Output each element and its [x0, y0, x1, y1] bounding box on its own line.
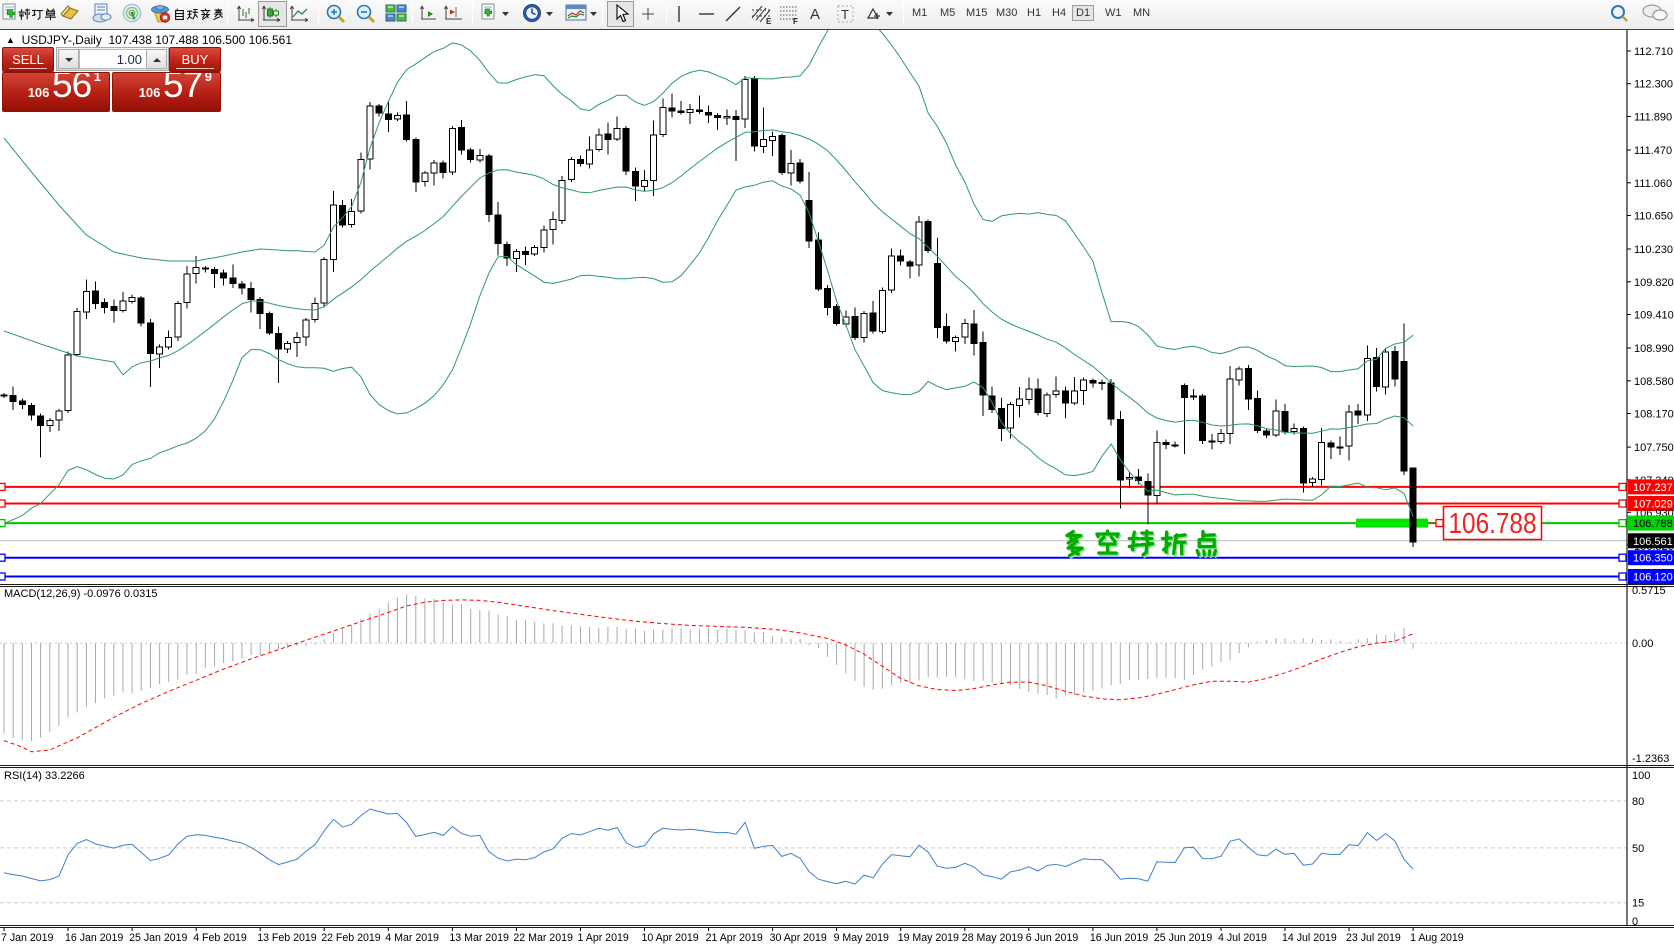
svg-text:106.120: 106.120 [1633, 572, 1673, 584]
svg-text:21 Apr 2019: 21 Apr 2019 [706, 932, 763, 944]
svg-text:13 Feb 2019: 13 Feb 2019 [257, 932, 317, 944]
svg-text:15: 15 [1632, 898, 1644, 910]
svg-text:23 Jul 2019: 23 Jul 2019 [1346, 932, 1401, 944]
svg-text:0.5715: 0.5715 [1632, 585, 1666, 597]
svg-text:109.820: 109.820 [1634, 277, 1674, 289]
svg-text:A: A [810, 6, 820, 23]
svg-text:F: F [793, 17, 798, 26]
svg-text:80: 80 [1632, 796, 1644, 808]
svg-text:111.890: 111.890 [1634, 112, 1672, 124]
svg-text:16 Jan 2019: 16 Jan 2019 [65, 932, 123, 944]
svg-text:1 Apr 2019: 1 Apr 2019 [578, 932, 629, 944]
svg-text:RSI(14) 33.2266: RSI(14) 33.2266 [4, 770, 85, 782]
svg-text:28 May 2019: 28 May 2019 [962, 932, 1023, 944]
svg-text:25 Jan 2019: 25 Jan 2019 [129, 932, 187, 944]
svg-text:100: 100 [1632, 770, 1650, 782]
svg-text:110.230: 110.230 [1634, 244, 1673, 256]
svg-text:0.00: 0.00 [1632, 638, 1653, 650]
svg-text:112.710: 112.710 [1634, 46, 1673, 58]
svg-text:13 Mar 2019: 13 Mar 2019 [449, 932, 509, 944]
svg-text:108.170: 108.170 [1634, 409, 1674, 421]
svg-text:22 Feb 2019: 22 Feb 2019 [321, 932, 381, 944]
svg-text:106.561: 106.561 [1633, 536, 1673, 548]
svg-text:T: T [841, 7, 849, 22]
svg-text:4 Mar 2019: 4 Mar 2019 [385, 932, 439, 944]
svg-text:106.788: 106.788 [1633, 518, 1673, 530]
svg-text:10 Apr 2019: 10 Apr 2019 [642, 932, 699, 944]
svg-text:109.410: 109.410 [1634, 310, 1674, 322]
svg-text:19 May 2019: 19 May 2019 [898, 932, 959, 944]
svg-text:30 Apr 2019: 30 Apr 2019 [770, 932, 827, 944]
svg-text:MACD(12,26,9) -0.0976 0.0315: MACD(12,26,9) -0.0976 0.0315 [4, 588, 157, 600]
svg-text:6 Jun 2019: 6 Jun 2019 [1026, 932, 1079, 944]
svg-text:1 Aug 2019: 1 Aug 2019 [1410, 932, 1464, 944]
svg-text:4 Jul 2019: 4 Jul 2019 [1218, 932, 1267, 944]
svg-text:14 Jul 2019: 14 Jul 2019 [1282, 932, 1337, 944]
svg-text:-1.2363: -1.2363 [1632, 753, 1669, 765]
svg-text:9 May 2019: 9 May 2019 [834, 932, 889, 944]
svg-text:110.650: 110.650 [1634, 211, 1673, 223]
svg-text:111.060: 111.060 [1634, 178, 1672, 190]
svg-text:0: 0 [1632, 916, 1638, 928]
svg-text:112.300: 112.300 [1634, 79, 1673, 91]
svg-text:108.990: 108.990 [1634, 343, 1674, 355]
svg-text:7 Jan 2019: 7 Jan 2019 [1, 932, 54, 944]
svg-text:108.580: 108.580 [1634, 376, 1674, 388]
svg-text:16 Jun 2019: 16 Jun 2019 [1090, 932, 1148, 944]
svg-text:107.237: 107.237 [1633, 482, 1673, 494]
svg-text:22 Mar 2019: 22 Mar 2019 [513, 932, 573, 944]
svg-text:50: 50 [1632, 843, 1644, 855]
svg-text:107.750: 107.750 [1634, 442, 1674, 454]
svg-text:4 Feb 2019: 4 Feb 2019 [193, 932, 247, 944]
svg-text:E: E [766, 17, 772, 26]
svg-text:107.029: 107.029 [1633, 499, 1673, 511]
svg-text:25 Jun 2019: 25 Jun 2019 [1154, 932, 1212, 944]
svg-text:106.788: 106.788 [1449, 508, 1537, 540]
svg-text:106.350: 106.350 [1633, 553, 1673, 565]
svg-text:111.470: 111.470 [1634, 145, 1672, 157]
